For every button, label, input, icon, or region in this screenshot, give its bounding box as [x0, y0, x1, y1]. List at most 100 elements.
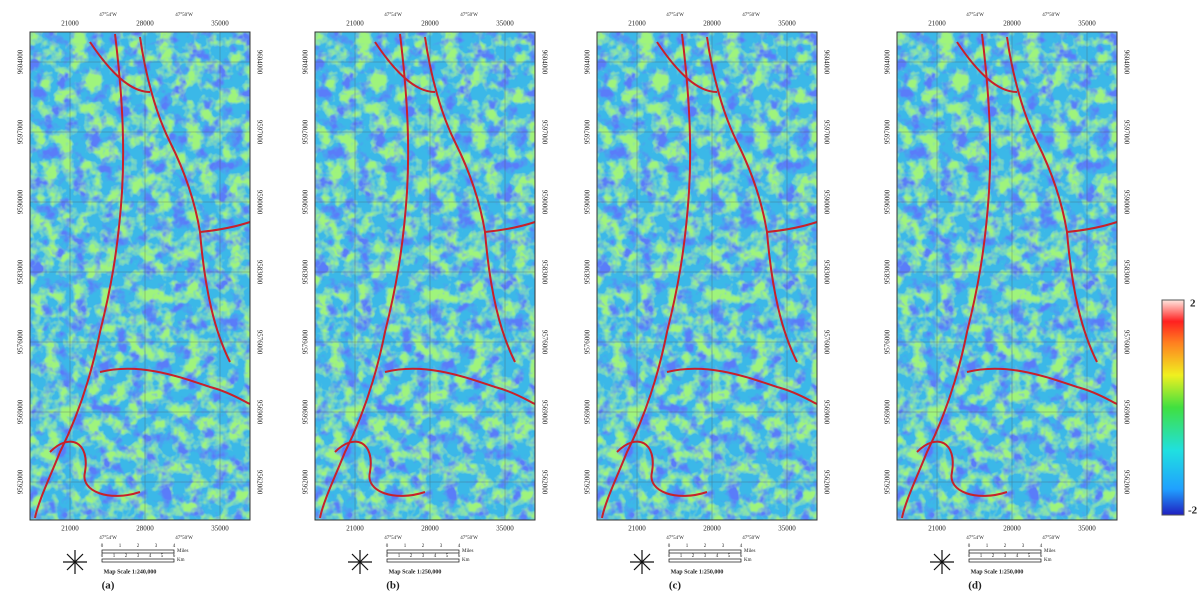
northing-tick: 9583000 — [540, 260, 548, 285]
map-panel — [897, 32, 1117, 520]
scale-number: 4 — [716, 554, 719, 559]
longitude-label: 47°54'W — [99, 13, 117, 18]
northing-tick: 9604000 — [884, 49, 892, 74]
easting-tick: 35000 — [778, 20, 796, 28]
map-scale: Map Scale 1:250,000 — [389, 569, 442, 575]
panel-label: (d) — [968, 580, 982, 592]
scale-unit: Miles — [1044, 549, 1055, 554]
northing-tick: 9569000 — [822, 400, 830, 425]
scale-number: 1 — [980, 554, 983, 559]
scale-number: 1 — [686, 544, 689, 549]
northing-tick: 9562000 — [822, 470, 830, 495]
scale-number: 3 — [155, 544, 158, 549]
scale-number: 2 — [692, 554, 695, 559]
scale-number: 0 — [101, 554, 104, 559]
colorbar — [1162, 300, 1184, 515]
scale-number: 4 — [1040, 544, 1043, 549]
northing-tick: 9604000 — [255, 50, 263, 75]
longitude-label: 47°50'W — [460, 13, 478, 18]
compass — [630, 550, 654, 574]
map-raster — [30, 32, 250, 520]
northing-tick: 9597000 — [540, 120, 548, 145]
longitude-label: 47°50'W — [742, 536, 760, 541]
longitude-label: 47°54'W — [666, 13, 684, 18]
scale-number: 6 — [1040, 554, 1043, 559]
northing-tick: 9590000 — [540, 190, 548, 215]
colorbar-min: -2 — [1188, 505, 1198, 517]
northing-tick: 9583000 — [255, 260, 263, 285]
northing-tick: 9590000 — [255, 190, 263, 215]
scale-bar — [102, 559, 174, 562]
northing-tick: 9583000 — [822, 260, 830, 285]
northing-tick: 9604000 — [540, 50, 548, 75]
longitude-label: 47°50'W — [1042, 13, 1060, 18]
map-raster — [315, 32, 535, 520]
easting-tick: 35000 — [211, 525, 229, 533]
northing-tick: 9604000 — [17, 49, 25, 74]
northing-tick: 9576000 — [302, 329, 310, 354]
scale-number: 1 — [680, 554, 683, 559]
easting-tick: 21000 — [61, 525, 79, 533]
northing-tick: 9576000 — [584, 329, 592, 354]
longitude-label: 47°54'W — [99, 536, 117, 541]
northing-tick: 9569000 — [1122, 400, 1130, 425]
scale-number: 3 — [722, 544, 725, 549]
scale-unit: Km — [462, 558, 470, 563]
easting-tick: 28000 — [136, 20, 154, 28]
longitude-label: 47°50'W — [175, 13, 193, 18]
scale-number: 0 — [668, 554, 671, 559]
scale-number: 1 — [119, 544, 122, 549]
northing-tick: 9576000 — [255, 330, 263, 355]
map-raster — [897, 32, 1117, 520]
easting-tick: 21000 — [61, 20, 79, 28]
scale-bar — [387, 550, 459, 553]
longitude-label: 47°50'W — [742, 13, 760, 18]
scale-bar — [102, 550, 174, 553]
scale-number: 2 — [992, 554, 995, 559]
easting-tick: 28000 — [421, 525, 439, 533]
easting-tick: 28000 — [1003, 525, 1021, 533]
northing-tick: 9590000 — [884, 189, 892, 214]
colorbar-max: 2 — [1190, 298, 1196, 310]
longitude-label: 47°50'W — [1042, 536, 1060, 541]
northing-tick: 9569000 — [540, 400, 548, 425]
scale-number: 4 — [1016, 554, 1019, 559]
easting-tick: 28000 — [703, 525, 721, 533]
map-raster — [597, 32, 817, 520]
northing-tick: 9562000 — [540, 470, 548, 495]
scale-number: 6 — [458, 554, 461, 559]
easting-tick: 35000 — [1078, 20, 1096, 28]
scale-number: 2 — [422, 544, 425, 549]
easting-tick: 35000 — [496, 525, 514, 533]
scale-number: 4 — [173, 544, 176, 549]
scale-unit: Miles — [462, 549, 473, 554]
scale-number: 0 — [968, 544, 971, 549]
northing-tick: 9576000 — [17, 329, 25, 354]
scale-unit: Km — [177, 558, 185, 563]
scale-unit: Km — [1044, 558, 1052, 563]
map-scale: Map Scale 1:250,000 — [671, 569, 724, 575]
northing-tick: 9562000 — [302, 469, 310, 494]
longitude-label: 47°54'W — [384, 13, 402, 18]
northing-tick: 9569000 — [884, 399, 892, 424]
map-scale: Map Scale 1:250,000 — [971, 569, 1024, 575]
scale-unit: Miles — [744, 549, 755, 554]
scale-number: 6 — [740, 554, 743, 559]
scale-number: 0 — [386, 554, 389, 559]
longitude-label: 47°54'W — [666, 536, 684, 541]
northing-tick: 9562000 — [17, 469, 25, 494]
northing-tick: 9569000 — [584, 399, 592, 424]
scale-number: 3 — [440, 544, 443, 549]
panel-label: (a) — [102, 580, 115, 592]
scale-number: 3 — [704, 554, 707, 559]
panel-label: (c) — [669, 580, 682, 592]
northing-tick: 9569000 — [17, 399, 25, 424]
easting-tick: 35000 — [1078, 525, 1096, 533]
easting-tick: 28000 — [136, 525, 154, 533]
scale-number: 6 — [173, 554, 176, 559]
map-scale: Map Scale 1:240,000 — [104, 569, 157, 575]
northing-tick: 9583000 — [584, 259, 592, 284]
scale-number: 0 — [386, 544, 389, 549]
scale-bar — [969, 550, 1041, 553]
longitude-label: 47°54'W — [966, 536, 984, 541]
